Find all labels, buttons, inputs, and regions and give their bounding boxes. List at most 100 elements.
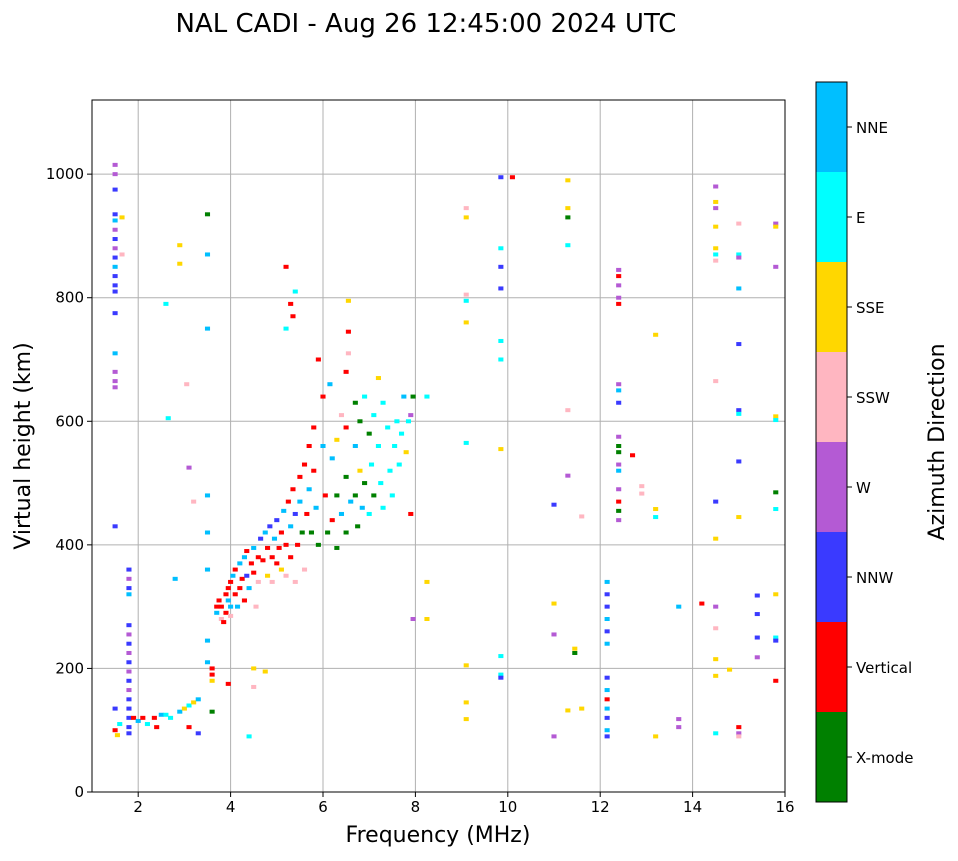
data-point-nne <box>262 530 268 535</box>
data-point-nnw <box>112 706 118 711</box>
data-point-x-mode <box>572 650 578 655</box>
data-point-x-mode <box>352 493 358 498</box>
data-point-x-mode <box>616 450 622 455</box>
colorbar-band <box>816 442 847 532</box>
data-point-ssw <box>301 567 308 572</box>
data-point-nnw <box>498 286 504 291</box>
data-point-vertical <box>773 678 779 683</box>
y-tick-label: 0 <box>74 783 84 801</box>
data-point-vertical <box>216 598 222 603</box>
data-point-nne <box>327 382 333 387</box>
chart-title: NAL CADI - Aug 26 12:45:00 2024 UTC <box>176 9 677 39</box>
data-point-e <box>498 338 504 343</box>
data-point-e <box>366 511 372 516</box>
data-point-x-mode <box>325 530 331 535</box>
data-point-sse <box>773 592 779 597</box>
data-point-nne <box>204 326 211 331</box>
data-point-ssw <box>191 499 197 504</box>
data-point-ssw <box>253 604 259 609</box>
data-point-sse <box>713 673 719 678</box>
data-point-sse <box>773 414 779 419</box>
data-point-x-mode <box>209 709 215 714</box>
data-point-w <box>112 227 118 232</box>
data-point-e <box>498 246 504 251</box>
data-point-sse <box>424 579 430 584</box>
data-point-x-mode <box>204 212 211 217</box>
data-point-e <box>498 654 504 659</box>
data-point-w <box>713 206 719 211</box>
colorbar-tick-label: X-mode <box>856 749 913 767</box>
data-point-vertical <box>255 555 261 560</box>
data-point-vertical <box>322 493 328 498</box>
data-point-vertical <box>248 561 254 566</box>
data-point-vertical <box>616 499 622 504</box>
data-point-ssw <box>579 514 585 519</box>
data-point-vertical <box>239 576 245 581</box>
data-point-nnw <box>112 255 118 260</box>
plot-frame <box>91 99 786 793</box>
data-point-vertical <box>604 697 610 702</box>
data-point-w <box>616 487 622 492</box>
data-point-vertical <box>320 394 326 399</box>
data-point-nne <box>320 444 326 448</box>
data-point-w <box>408 413 414 418</box>
data-point-x-mode <box>343 474 349 479</box>
data-point-e <box>773 635 779 640</box>
data-point-sse <box>403 450 409 455</box>
data-point-ssw <box>639 484 645 489</box>
data-point-w <box>616 434 622 439</box>
data-point-nne <box>604 688 610 693</box>
x-tick-label: 4 <box>226 798 236 816</box>
data-point-nne <box>604 617 610 621</box>
data-point-w <box>565 473 571 478</box>
data-point-w <box>616 267 622 272</box>
y-axis-label: Virtual height (km) <box>11 342 36 549</box>
data-point-w <box>736 731 742 736</box>
data-point-w <box>616 382 622 387</box>
data-point-sse <box>565 178 571 183</box>
data-point-nnw <box>112 311 118 316</box>
data-point-vertical <box>285 499 291 504</box>
data-point-sse <box>209 678 215 683</box>
data-point-nnw <box>112 274 118 279</box>
data-point-vertical <box>276 545 282 550</box>
data-point-sse <box>773 224 779 229</box>
data-point-nnw <box>126 641 132 646</box>
data-point-vertical <box>408 511 414 516</box>
data-point-nnw <box>112 524 118 529</box>
data-point-e <box>385 425 391 430</box>
axis-ticks: 2 4 6 8 10 12 14 16 0 200 400 600 800 1000 <box>46 165 795 816</box>
data-point-nne <box>172 576 178 581</box>
data-point-nnw <box>604 604 610 609</box>
colorbar-band <box>816 352 847 442</box>
colorbar-band <box>816 82 847 172</box>
data-point-w <box>676 725 682 730</box>
colorbar-band <box>816 712 847 802</box>
data-point-sse <box>551 601 557 606</box>
data-point-nne <box>616 388 622 393</box>
data-point-ssw <box>338 413 345 418</box>
data-point-e <box>424 394 430 399</box>
data-point-x-mode <box>357 419 363 424</box>
data-point-nnw <box>292 511 298 516</box>
data-point-e <box>165 416 171 421</box>
data-point-sse <box>463 717 469 722</box>
data-point-nne <box>281 508 287 513</box>
data-point-vertical <box>290 487 296 492</box>
data-point-sse <box>177 243 183 248</box>
data-point-nne <box>604 706 610 711</box>
data-point-e <box>713 252 719 257</box>
data-point-w <box>616 518 622 523</box>
data-point-e <box>163 301 169 306</box>
data-point-nne <box>352 444 358 448</box>
data-point-ssw <box>283 573 289 578</box>
data-point-vertical <box>218 604 224 609</box>
data-point-w <box>112 379 118 384</box>
data-point-nnw <box>498 675 504 680</box>
data-point-sse <box>177 261 183 266</box>
data-point-nnw <box>604 592 610 597</box>
data-point-e <box>380 505 386 510</box>
data-point-nne <box>241 555 248 560</box>
data-point-vertical <box>140 715 146 720</box>
